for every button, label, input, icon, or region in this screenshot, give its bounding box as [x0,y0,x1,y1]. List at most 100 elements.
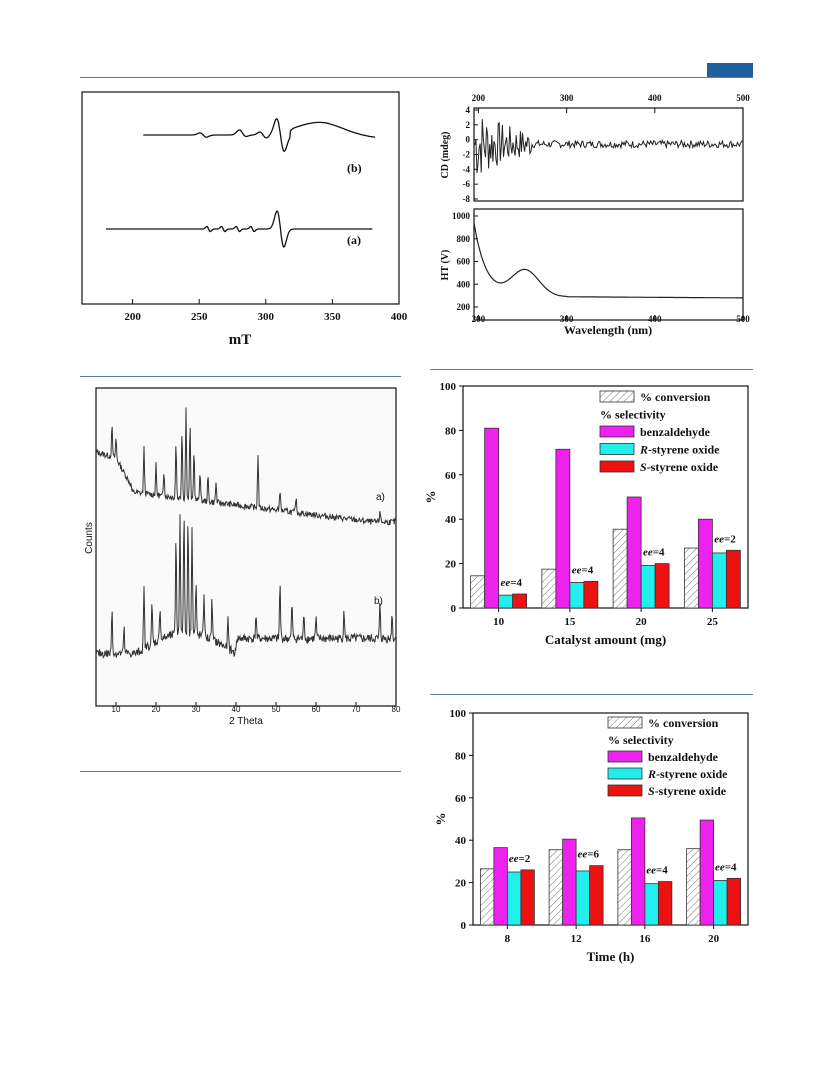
y-tick-label: 60 [445,470,457,482]
y-tick-label: 20 [455,878,467,890]
bar-s-styrene-oxide [520,869,535,926]
bar-s-styrene-oxide [725,549,741,609]
epr-tick-label: 250 [191,311,208,323]
y-tick-label: 40 [455,835,467,847]
legend-label: benzaldehyde [648,750,719,764]
bar-benzaldehyde [555,448,571,609]
legend-swatch [599,460,635,473]
legend-swatch [607,750,643,763]
xrd-trace-a [95,407,396,526]
bar-r-styrene-oxide [506,871,522,926]
cd-top-tick-label: 200 [472,93,486,103]
ee-annotation: ee=2 [509,853,531,865]
bar--conversion [548,849,564,926]
xrd-y-axis-label: Counts [84,522,95,554]
cd-x-axis-label: Wavelength (nm) [564,323,652,337]
bar-s-styrene-oxide [512,593,528,609]
xrd-tick-label: 80 [392,705,401,714]
ee-annotation: ee=6 [578,849,600,861]
legend-swatch [599,443,635,455]
xrd-tick-label: 40 [232,705,241,714]
xrd-tick-label: 20 [152,705,161,714]
bar-s-styrene-oxide [654,563,670,609]
legend-label: R-styrene oxide [639,443,720,457]
ht-y-tick-label: 600 [457,257,471,267]
legend-label: S-styrene oxide [640,460,719,474]
xrd-label-b: b) [374,596,383,607]
legend-swatch [607,784,643,797]
cd-y-ticks: 4 2 0 -2 -4 -6 -8 [463,105,478,204]
y-tick-label: 20 [445,559,457,571]
x-axis-label: Catalyst amount (mg) [545,632,666,647]
y-tick-label: 0 [451,603,457,615]
bar-s-styrene-oxide [583,580,599,609]
ht-y-tick-label: 400 [457,279,471,289]
cd-y-tick-label: -2 [463,150,471,160]
ee-annotation: ee=4 [643,547,665,559]
ee-annotation: ee=2 [714,533,736,545]
legend-label: % selectivity [608,733,674,747]
cd-bottom-ticks: 200 300 400 500 [472,314,751,324]
epr-x-axis-label: mT [229,332,252,348]
section-rule-right-1 [430,369,753,370]
epr-tick-label: 300 [258,311,275,323]
legend-label: R-styrene oxide [647,767,728,781]
y-axis-label: % [433,813,448,826]
ht-y-tick-label: 800 [457,234,471,244]
cd-bottom-tick-label: 500 [736,314,750,324]
bar-benzaldehyde [493,847,508,926]
header-tab [707,63,753,77]
cd-top-tick-label: 400 [648,93,662,103]
cd-top-tick-label: 500 [736,93,750,103]
legend-label: % conversion [648,716,719,730]
cd-y-tick-label: -8 [463,194,471,204]
y-tick-label: 0 [461,920,467,932]
cd-y-tick-label: -4 [463,164,471,174]
bar-benzaldehyde [630,817,646,926]
epr-label-b: (b) [347,161,362,175]
xrd-label-a: a) [376,492,385,503]
x-tick-label: 20 [636,616,648,628]
bar--conversion [686,848,701,926]
y-tick-label: 100 [440,381,457,393]
bar-s-styrene-oxide [589,865,604,926]
x-tick-label: 10 [493,616,505,628]
bar-benzaldehyde [626,496,642,609]
xrd-tick-label: 70 [352,705,361,714]
cd-y-tick-label: -6 [463,179,471,189]
xrd-tick-label: 60 [312,705,321,714]
bar-r-styrene-oxide [575,870,591,926]
epr-x-ticks: 200 250 300 350 400 [124,299,408,323]
xrd-tick-label: 30 [192,705,201,714]
cd-bottom-tick-label: 300 [560,314,574,324]
cd-top-ticks: 200 300 400 500 [472,93,750,113]
xrd-frame [95,387,397,707]
ee-annotation: ee=4 [715,861,737,873]
ht-trace [473,222,743,299]
legend-label: % selectivity [600,408,666,422]
epr-trace-a [106,210,373,248]
section-rule-right-2 [430,694,753,695]
bar-r-styrene-oxide [644,883,659,926]
y-tick-label: 80 [445,425,457,437]
epr-frame [81,91,400,305]
cd-bottom-tick-label: 400 [648,314,662,324]
cd-y-tick-label: 0 [466,135,471,145]
xrd-tick-label: 10 [112,705,121,714]
epr-tick-label: 350 [324,311,341,323]
bar-s-styrene-oxide [726,877,742,926]
ht-y-tick-label: 200 [457,302,471,312]
legend-label: benzaldehyde [640,425,711,439]
header-rule [80,77,753,78]
bar--conversion [617,849,632,926]
epr-trace-b [143,118,376,152]
plot-frame [472,712,749,926]
xrd-x-axis-label: 2 Theta [229,716,263,727]
x-tick-label: 15 [564,616,576,628]
bar-r-styrene-oxide [713,880,728,926]
cd-bottom-tick-label: 200 [472,314,486,324]
legend-swatch [607,767,643,780]
